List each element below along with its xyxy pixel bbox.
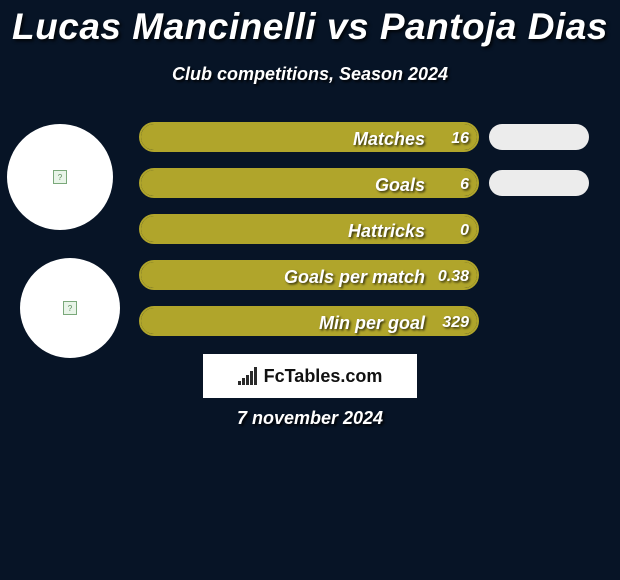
stats-rows: Matches16 Goals6 Hattricks0 Goals per match… (139, 122, 601, 352)
player1-value: 0.38 (438, 262, 469, 292)
stat-row: Min per goal329 (139, 306, 601, 336)
stat-label: Goals per match (141, 262, 477, 292)
stat-label: Goals (141, 170, 477, 200)
player2-bar-fill (489, 170, 589, 196)
stat-row: Matches16 (139, 122, 601, 152)
stat-row: Goals per match0.38 (139, 260, 601, 290)
player1-value: 16 (451, 124, 469, 154)
stat-row: Hattricks0 (139, 214, 601, 244)
stat-label: Matches (141, 124, 477, 154)
broken-image-icon: ? (53, 170, 67, 184)
page-title: Lucas Mancinelli vs Pantoja Dias (0, 0, 620, 48)
brand-logo-icon (238, 367, 260, 385)
player1-value: 6 (460, 170, 469, 200)
player1-bar-track: Goals per match0.38 (139, 260, 479, 290)
player1-avatar: ? (7, 124, 113, 230)
player2-avatar: ? (20, 258, 120, 358)
stat-label: Hattricks (141, 216, 477, 246)
brand-attribution: FcTables.com (203, 354, 417, 398)
brand-text: FcTables.com (264, 366, 383, 387)
date-label: 7 november 2024 (0, 408, 620, 429)
player1-value: 329 (442, 308, 469, 338)
player2-bar-fill (489, 124, 589, 150)
stat-label: Min per goal (141, 308, 477, 338)
page-subtitle: Club competitions, Season 2024 (0, 64, 620, 85)
player1-value: 0 (460, 216, 469, 246)
player1-bar-track: Matches16 (139, 122, 479, 152)
player1-bar-track: Goals6 (139, 168, 479, 198)
player1-bar-track: Hattricks0 (139, 214, 479, 244)
player1-bar-track: Min per goal329 (139, 306, 479, 336)
stat-row: Goals6 (139, 168, 601, 198)
broken-image-icon: ? (63, 301, 77, 315)
